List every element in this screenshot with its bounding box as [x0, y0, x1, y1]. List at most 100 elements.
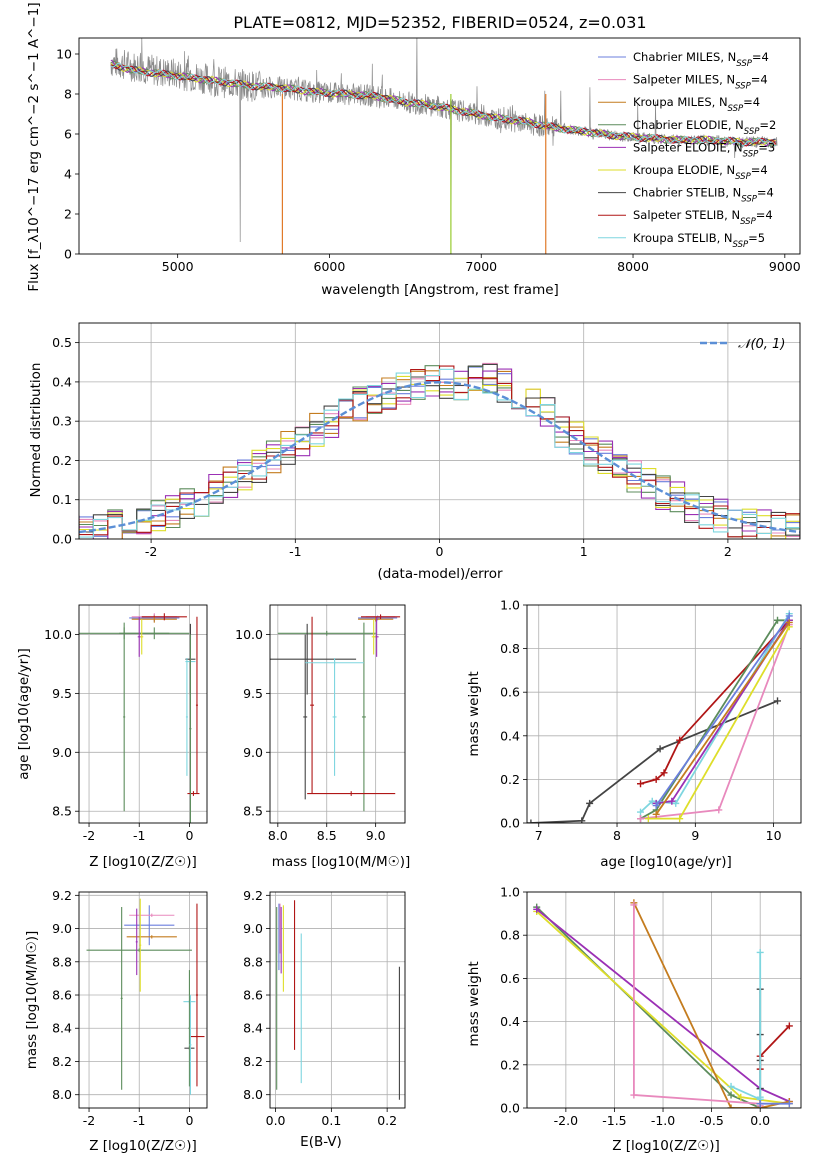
massweight-vs-age-marker [644, 815, 652, 823]
massweight-vs-age-ytick-label: 0.4 [500, 728, 520, 743]
massweight-vs-z-xtick-label: -2.0 [554, 1113, 578, 1128]
massweight-vs-age-line-9 [655, 615, 791, 807]
residuals-ytick-label: 0.3 [52, 414, 72, 429]
mass-vs-z-ytick-label: 8.2 [52, 1054, 72, 1069]
spectrum-title: PLATE=0812, MJD=52352, FIBERID=0524, z=0… [233, 13, 646, 32]
massweight-vs-age-xtick-label: 7 [535, 828, 543, 843]
massweight-z-ylabel: mass weight [466, 961, 482, 1046]
massweight-vs-age-marker [656, 745, 664, 753]
spectrum-ytick-label: 4 [64, 167, 72, 182]
gaussian-legend-label: 𝒩(0, 1) [738, 337, 785, 352]
massweight-vs-z-marker [727, 1091, 735, 1099]
residuals-ytick-label: 0.5 [52, 335, 72, 350]
mass-vs-z-xtick-label: -2 [83, 1113, 95, 1128]
spectrum-plot-area [110, 38, 778, 254]
mass-vs-z-plot-area [86, 898, 205, 1095]
age-vs-mass-plot-area [270, 614, 401, 812]
legend-label-1: Chabrier MILES, NSSP=4 [633, 50, 769, 69]
massweight-vs-z-marker [756, 1100, 764, 1108]
mass-vs-z-ytick-label: 8.8 [52, 954, 72, 969]
massweight-vs-age-marker [774, 697, 782, 705]
legend-label-6: Kroupa ELODIE, NSSP=4 [633, 163, 768, 182]
massweight-vs-age-ytick-label: 0.2 [500, 772, 520, 787]
mass-vs-ebv-ytick-label: 8.2 [243, 1054, 263, 1069]
spectrum-model-8 [110, 64, 777, 147]
legend-label-4: Chabrier ELODIE, NSSP=2 [633, 118, 776, 137]
massweight-vs-age-marker [774, 616, 782, 624]
spectrum-legend: Chabrier MILES, NSSP=4 Salpeter MILES, NS… [598, 50, 776, 250]
mass-vs-ebv-xtick-label: 0.2 [377, 1113, 397, 1128]
spectrum-ytick-label: 2 [64, 207, 72, 222]
massweight-vs-age-axes: 7 8 9 10 0.0 0.2 0.4 0.6 0.8 1.0 [500, 598, 802, 843]
age-vs-z-xtick-label: 0 [185, 828, 193, 843]
mass-vs-z-ytick-label: 9.0 [52, 921, 72, 936]
age-vs-mass-ytick-label: 10.0 [235, 627, 263, 642]
spectrum-xtick-label: 7000 [465, 259, 497, 274]
massweight-vs-age-plot-area [527, 610, 793, 823]
massweight-z-xlabel: Z [log10(Z/Z☉)] [612, 1138, 720, 1154]
residuals-plot-area [79, 362, 800, 539]
age-vs-mass-ytick-label: 9.5 [243, 686, 263, 701]
mass-vs-ebv-xtick-label: 0.0 [266, 1113, 286, 1128]
massweight-vs-z-ytick-label: 0.8 [500, 928, 520, 943]
mass-vs-z-ytick-label: 8.0 [52, 1087, 72, 1102]
residual-hist-9 [79, 368, 800, 538]
age-vs-mass-xtick-label: 9.0 [366, 828, 386, 843]
residuals-ylabel: Normed distribution [28, 363, 44, 498]
massweight-vs-z-marker [727, 1082, 735, 1090]
massweight-vs-age-marker [676, 815, 684, 823]
age-z-ylabel: age [log10(age/yr)] [16, 648, 32, 780]
massweight-vs-z-marker [727, 1104, 735, 1108]
massweight-vs-age-xtick-label: 10 [766, 828, 782, 843]
massweight-vs-age-xtick-label: 9 [691, 828, 699, 843]
massweight-vs-z-xtick-label: -1.0 [651, 1113, 675, 1128]
massweight-vs-z-ytick-label: 0.0 [500, 1101, 520, 1116]
mass-vs-z-ytick-label: 8.4 [52, 1021, 72, 1036]
mass-vs-ebv-ytick-label: 9.0 [243, 921, 263, 936]
mass-vs-ebv-axes: 0.0 0.1 0.2 8.0 8.2 8.4 8.6 8.8 9.0 9.2 [243, 888, 406, 1128]
massweight-vs-z-xtick-label: -0.5 [699, 1113, 723, 1128]
massweight-vs-age-line-3 [640, 619, 790, 820]
massweight-vs-z-marker [737, 1093, 745, 1101]
massweight-vs-age-frame [526, 604, 802, 824]
massweight-vs-age-marker [785, 612, 793, 620]
massweight-vs-age-marker [660, 769, 668, 777]
massweight-vs-z-xtick-label: -1.5 [602, 1113, 626, 1128]
massweight-vs-age-marker [586, 799, 594, 807]
spectrum-xtick-label: 8000 [617, 259, 649, 274]
spectrum-ytick-label: 0 [64, 247, 72, 262]
massweight-vs-z-plot-area [533, 899, 793, 1108]
residuals-xtick-label: 2 [724, 544, 732, 559]
residuals-xlabel: (data-model)/error [377, 566, 503, 582]
spectrum-ytick-label: 8 [64, 87, 72, 102]
massweight-vs-age-marker [672, 799, 680, 807]
spectrum-ylabel: Flux [f_λ10^−17 erg cm^−2 s^−1 A^−1] [26, 2, 42, 291]
mass-vs-z-ytick-label: 8.6 [52, 988, 72, 1003]
age-vs-z-axes: -2 -1 0 8.5 9.0 9.5 10.0 [44, 604, 208, 843]
spectrum-xlabel: wavelength [Angstrom, rest frame] [321, 282, 559, 298]
residuals-ytick-label: 0.0 [52, 532, 72, 547]
massweight-vs-age-line-8 [655, 621, 791, 815]
residuals-xtick-label: 0 [436, 544, 444, 559]
residuals-frame [78, 322, 801, 540]
massweight-vs-age-marker [637, 808, 645, 816]
mass-z-ylabel: mass [log10(M/M☉)] [24, 931, 40, 1070]
massweight-vs-z-ytick-label: 0.2 [500, 1057, 520, 1072]
massweight-vs-z-xtick-label: 0.0 [750, 1113, 770, 1128]
massweight-vs-z-marker [785, 1022, 793, 1030]
mass-vs-ebv-plot-area [276, 900, 400, 1100]
massweight-vs-age-xtick-label: 8 [613, 828, 621, 843]
age-vs-z-ytick-label: 9.5 [52, 686, 72, 701]
mass-vs-z-axes: -2 -1 0 8.0 8.2 8.4 8.6 8.8 9.0 9.2 [52, 888, 208, 1128]
massweight-vs-age-marker [785, 618, 793, 626]
massweight-age-ylabel: mass weight [466, 671, 482, 756]
age-vs-mass-xtick-label: 8.5 [317, 828, 337, 843]
mass-vs-ebv-frame [269, 891, 406, 1109]
spectrum-frame [78, 37, 801, 255]
massweight-vs-age-ytick-label: 0.6 [500, 685, 520, 700]
massweight-vs-z-frame [526, 891, 802, 1109]
spectrum-xtick-label: 9000 [769, 259, 801, 274]
legend-label-2: Salpeter MILES, NSSP=4 [633, 73, 768, 92]
age-vs-mass-axes: 8.0 8.5 9.0 8.5 9.0 9.5 10.0 [235, 604, 406, 843]
massweight-vs-age-marker [648, 797, 656, 805]
